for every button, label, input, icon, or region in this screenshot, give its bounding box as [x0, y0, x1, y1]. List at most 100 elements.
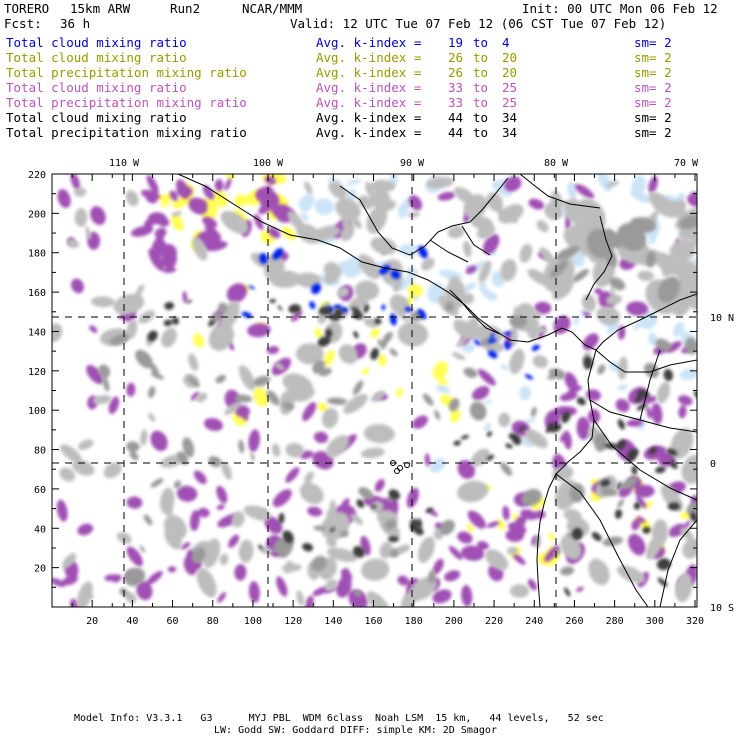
cloud-blob	[566, 517, 590, 537]
cloud-blob	[150, 478, 164, 488]
cloud-blob	[126, 319, 138, 339]
cloud-blob	[248, 285, 255, 290]
cloud-blob	[437, 191, 456, 201]
cloud-blob	[470, 448, 490, 467]
cloud-blob	[302, 542, 314, 552]
cloud-blob	[74, 208, 88, 227]
cloud-blob	[129, 451, 139, 461]
cloud-blob	[358, 195, 374, 210]
cloud-blob	[126, 546, 143, 567]
cloud-blob	[272, 489, 292, 508]
cloud-blob	[247, 323, 271, 338]
cloud-blob	[548, 368, 566, 380]
cloud-blob	[382, 331, 393, 344]
cloud-blob	[231, 511, 245, 528]
legend-field: Total cloud mixing ratio	[6, 110, 187, 125]
cloud-blob	[147, 330, 158, 342]
cloud-blob	[148, 386, 156, 398]
cloud-blob	[173, 480, 182, 489]
cloud-blob	[425, 507, 434, 513]
cloud-blob	[239, 365, 255, 391]
cloud-blob	[571, 527, 583, 541]
cloud-blob	[657, 276, 681, 303]
cloud-blob	[234, 194, 248, 207]
cloud-blob	[192, 236, 208, 261]
cloud-blob	[617, 356, 628, 380]
cloud-blob	[307, 506, 323, 517]
cloud-blob	[309, 301, 316, 309]
cloud-blob	[631, 519, 641, 531]
cloud-blob	[407, 211, 420, 218]
cloud-blob	[648, 176, 659, 194]
cloud-blob	[429, 457, 446, 473]
cloud-blob	[92, 395, 112, 405]
lat-lon-grid	[52, 174, 697, 607]
cloud-blob	[489, 332, 495, 340]
cloud-blob	[197, 507, 210, 518]
cloud-blob	[270, 271, 302, 288]
legend-to: to	[473, 35, 489, 50]
cloud-blob	[336, 286, 350, 298]
cloud-blob	[461, 585, 473, 607]
cloud-blob	[379, 521, 393, 537]
x-tick-label: 240	[525, 616, 543, 627]
cloud-blob	[163, 319, 173, 327]
cloud-blob	[335, 437, 346, 451]
cloud-blob	[617, 499, 625, 508]
cloud-blob	[465, 265, 477, 275]
cloud-blob	[384, 519, 398, 531]
cloud-blob	[124, 567, 146, 587]
cloud-blob	[681, 232, 697, 240]
cloud-blob	[370, 236, 397, 255]
border-line	[429, 239, 469, 263]
cloud-blob	[684, 520, 691, 529]
cloud-blob	[502, 505, 510, 521]
cloud-blob	[556, 246, 580, 260]
legend-to: to	[473, 125, 489, 140]
cloud-blob	[651, 402, 663, 425]
cloud-blob	[202, 185, 215, 200]
cloud-blob	[317, 402, 329, 412]
legend-avg-label: Avg. k-index =	[316, 65, 422, 80]
cloud-blob	[559, 391, 578, 402]
cloud-blob	[311, 283, 322, 295]
cloud-blob	[374, 317, 382, 325]
cloud-blob	[576, 397, 586, 406]
cloud-blob	[271, 443, 281, 457]
model-run: Run2	[170, 1, 201, 16]
cloud-blob	[188, 198, 208, 215]
cloud-blob	[524, 429, 548, 449]
cloud-blob	[234, 394, 253, 403]
cloud-blob	[439, 519, 455, 535]
border-line	[555, 473, 649, 607]
cloud-blob	[417, 536, 435, 563]
x-tick-label: 260	[565, 616, 583, 627]
cloud-blob	[336, 577, 352, 598]
cloud-blob	[139, 545, 146, 553]
cloud-blob	[406, 487, 419, 509]
cloud-blob	[626, 419, 643, 427]
cloud-blob	[532, 326, 548, 334]
cloud-blob	[636, 516, 646, 524]
cloud-blob	[140, 429, 148, 446]
cloud-blob	[504, 176, 522, 192]
cloud-blob	[74, 187, 87, 197]
cloud-blob	[553, 548, 561, 557]
cloud-blob	[392, 275, 403, 293]
x-tick-label: 40	[126, 616, 138, 627]
cloud-blob	[583, 356, 593, 370]
cloud-blob	[340, 224, 355, 241]
cloud-blob	[500, 259, 517, 282]
cloud-blob	[479, 338, 492, 347]
cloud-blob	[259, 253, 268, 264]
cloud-blob	[135, 284, 145, 298]
cloud-blob	[272, 247, 284, 260]
cloud-blob	[266, 390, 280, 406]
cloud-blob	[150, 430, 168, 452]
x-tick-label: 80	[207, 616, 219, 627]
cloud-blob	[536, 220, 549, 233]
cloud-blob	[572, 198, 606, 238]
cloud-blob	[103, 462, 122, 479]
cloud-blob	[677, 275, 697, 311]
y-tick-label: 220	[28, 170, 46, 181]
